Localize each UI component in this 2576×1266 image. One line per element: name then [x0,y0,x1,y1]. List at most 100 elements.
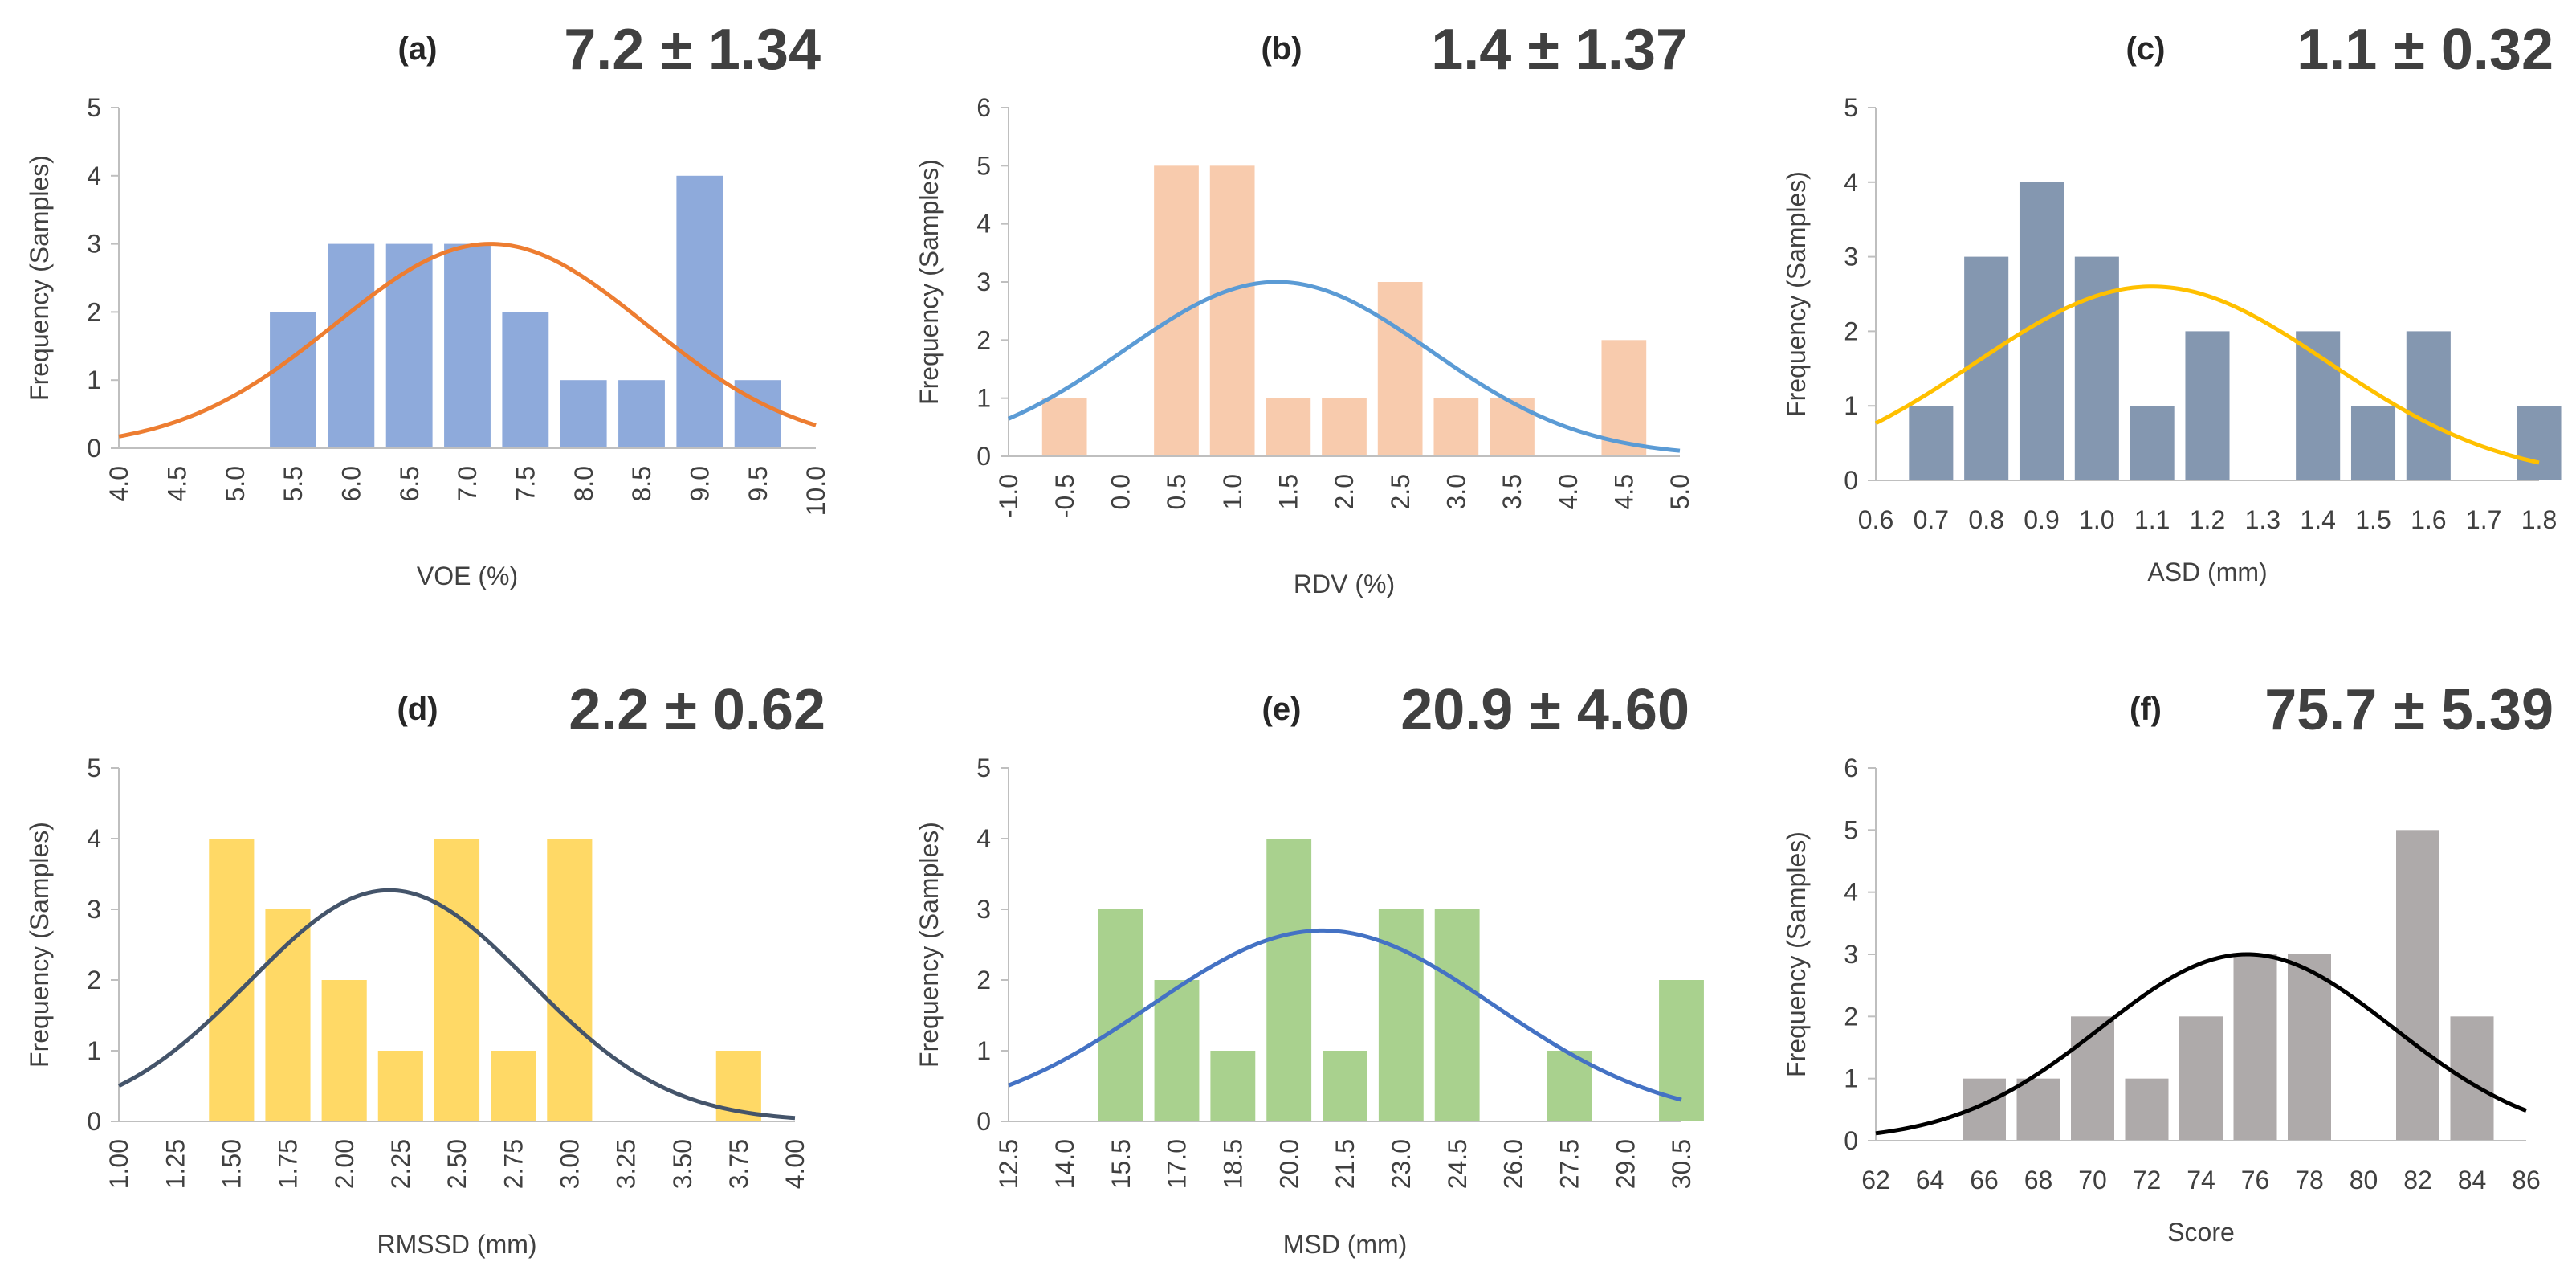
x-tick-label: 5.0 [1665,474,1694,509]
y-axis-title: Frequency (Samples) [25,822,54,1068]
x-tick-label: 84 [2458,1166,2487,1195]
x-tick-label: 62 [1861,1166,1890,1195]
y-tick-label: 1 [87,366,101,394]
y-tick-label: 2 [976,966,991,994]
x-tick-label: 2.0 [1330,474,1359,509]
y-axis-title: Frequency (Samples) [25,155,54,401]
histogram-bar [209,839,255,1121]
x-tick-label: 4.5 [1610,474,1639,509]
histogram-bar [2179,1016,2223,1141]
x-tick-label: 10.0 [801,466,830,516]
x-tick-label: 4.5 [163,466,192,501]
chart-panel: 0 1 2 3 4 5 6 62 64 66 68 70 72 74 76 78 80 82 84 86 (f) 75.7… [1782,678,2554,1247]
panel-label: (f) [2130,692,2162,727]
panel-label: (b) [1261,31,1302,67]
y-tick-label: 0 [87,434,101,463]
histogram-bar [2125,1078,2169,1141]
y-tick-label: 3 [976,267,991,296]
panel-label: (a) [398,31,438,67]
x-tick-label: 1.0 [1218,474,1247,509]
x-tick-label: 6.5 [395,466,424,501]
normal-fit-curve [118,242,817,439]
x-tick-label: 1.7 [2466,505,2501,534]
x-tick-label: 80 [2350,1166,2378,1195]
y-tick-label: 0 [1844,1126,1858,1155]
histogram-bar [1964,256,2009,480]
x-tick-label: 1.00 [104,1139,133,1189]
y-tick-label: 3 [1844,940,1858,969]
histogram-bar [1154,165,1199,457]
histogram-bar [491,1051,536,1121]
x-tick-label: -1.0 [994,474,1023,518]
x-tick-label: 1.8 [2521,505,2557,534]
y-axis-title: Frequency (Samples) [1782,171,1811,417]
x-tick-label: 1.1 [2134,505,2170,534]
histogram-bar [1209,165,1255,457]
x-tick-label: 1.75 [274,1139,303,1189]
x-tick-label: 2.75 [499,1139,528,1189]
x-tick-label: -0.5 [1050,474,1079,518]
x-tick-label: 74 [2187,1166,2215,1195]
x-tick-label: 78 [2295,1166,2324,1195]
x-tick-label: 3.00 [556,1139,585,1189]
histogram-bar [1433,398,1479,456]
chart-panel: 0 1 2 3 4 5 4.0 4.5 5.0 5.5 6.0 6.5 7.0 7.5 8.0 8.5 9.0 9… [25,18,830,590]
y-tick-label: 3 [87,895,101,924]
y-tick-label: 1 [976,384,991,413]
histogram-bar [321,980,367,1121]
histogram-bar [676,175,723,449]
histogram-bar [1323,1051,1367,1121]
x-tick-label: 1.2 [2190,505,2225,534]
panel-label: (d) [397,692,438,727]
x-tick-label: 82 [2403,1166,2432,1195]
y-tick-label: 4 [1844,168,1858,197]
x-tick-label: 70 [2078,1166,2107,1195]
normal-fit-curve [1874,284,2540,465]
mean-sd-stat: 2.2 ± 0.62 [569,678,825,742]
mean-sd-stat: 1.1 ± 0.32 [2297,18,2554,82]
x-tick-label: 4.0 [1554,474,1583,509]
y-tick-label: 1 [1844,391,1858,420]
histogram-bar [2517,406,2562,480]
mean-sd-stat: 7.2 ± 1.34 [564,18,821,82]
x-tick-label: 24.5 [1443,1139,1472,1189]
x-tick-label: 0.6 [1858,505,1893,534]
x-tick-label: 0.0 [1107,474,1135,509]
histogram-bar [618,380,665,448]
x-tick-label: 9.0 [686,466,715,501]
x-tick-label: 0.7 [1914,505,1949,534]
histogram-bar [502,312,549,448]
x-tick-label: 2.50 [442,1139,471,1189]
chart-panel: 0 1 2 3 4 5 0.6 0.7 0.8 0.9 1.0 1.1 1.2 1.3 1.4 1.5 1.6 1… [1782,18,2562,586]
histogram-bar [1659,980,1704,1121]
histogram-bar [444,243,491,448]
x-tick-label: 1.5 [1274,474,1303,509]
y-tick-label: 6 [1844,753,1858,782]
y-tick-label: 2 [87,297,101,326]
histogram-bar [1266,839,1312,1121]
y-tick-label: 2 [87,966,101,994]
y-tick-label: 5 [976,151,991,180]
x-tick-label: 3.50 [668,1139,697,1189]
normal-fit-curve [1875,952,2527,1136]
x-tick-label: 3.0 [1442,474,1471,509]
x-tick-label: 0.8 [1968,505,2003,534]
x-tick-label: 1.5 [2355,505,2391,534]
histogram-bar [1322,398,1367,456]
histogram-bar [2350,406,2396,480]
y-tick-label: 6 [976,93,991,122]
normal-fit-curve [117,888,796,1121]
x-tick-label: 5.0 [221,466,250,501]
x-tick-label: 3.75 [724,1139,753,1189]
x-tick-label: 29.0 [1611,1139,1640,1189]
x-axis-title: MSD (mm) [1283,1230,1408,1259]
chart-panel: 0 1 2 3 4 5 6 -1.0 -0.5 0.0 0.5 1.0 1.5 2.0 2.5 3.0 3.5 4… [915,18,1694,598]
histogram-bar [1909,406,1954,480]
y-tick-label: 5 [1844,815,1858,844]
y-tick-label: 4 [1844,878,1858,907]
x-tick-label: 21.5 [1331,1139,1359,1189]
histogram-bar [2130,406,2175,480]
histogram-bar [2288,954,2331,1141]
x-tick-label: 23.0 [1387,1139,1416,1189]
